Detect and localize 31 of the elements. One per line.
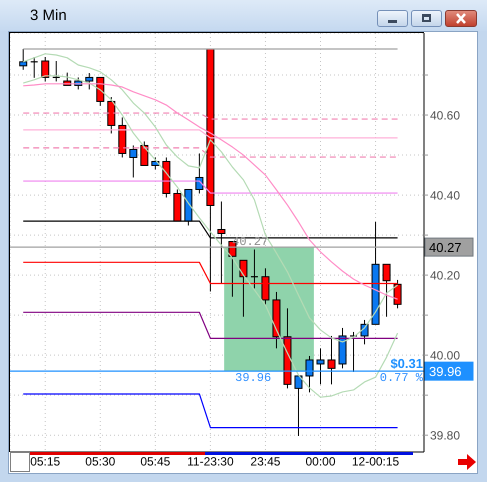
annotation: $0.31 [390,356,423,372]
candlestick [250,249,259,289]
x-tick-label: 05:45 [140,454,171,469]
y-tick-label: 40.40 [430,188,460,202]
candlestick [195,152,204,194]
ref-line-label: 39.96 [429,364,462,380]
candlestick [30,56,38,78]
candlestick [328,335,336,385]
annotation: 40.27 [232,235,268,250]
candlestick [41,56,50,82]
y-tick-label: 40.00 [430,348,460,362]
x-tick-label: 12-00:15 [352,454,400,469]
x-tick-label: 05:30 [85,454,116,469]
x-tick-label: 05:15 [30,454,61,469]
candlestick [19,48,28,70]
annotation: 39.96 [235,371,272,386]
candlestick [294,375,302,436]
candlestick [305,355,314,393]
candlestick [140,140,148,166]
y-tick-label: 40.60 [430,108,460,122]
ref-line-label: 40.27 [429,240,462,256]
y-tick-label: 39.80 [430,428,460,442]
candlestick [316,348,324,385]
x-tick-label: 11-23:30 [187,454,234,469]
x-tick-label: 23:45 [250,454,281,469]
candlestick [129,144,138,178]
x-tick-label: 00:00 [305,454,336,469]
y-tick-label: 40.20 [430,268,460,282]
candlestick [85,72,94,90]
chart-title: 3 Min [30,7,67,24]
annotation: 0.77 % [380,371,424,386]
